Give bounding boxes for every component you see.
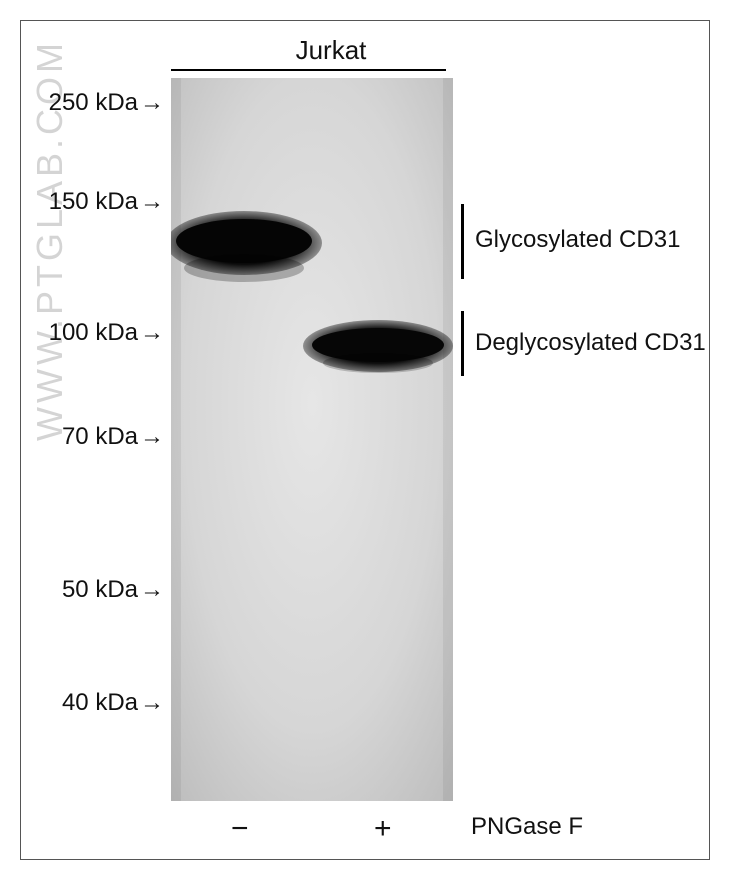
- figure-frame: WWW.PTGLAB.COM Jurkat: [20, 20, 710, 860]
- arrow-icon: →: [140, 319, 164, 347]
- sample-header-rule: [171, 69, 446, 71]
- arrow-icon: →: [140, 423, 164, 451]
- mw-label-text: 100 kDa: [49, 319, 138, 346]
- mw-marker-50: 50 kDa→: [62, 576, 164, 604]
- band-deglycosylated-cd31: [303, 320, 453, 373]
- mw-marker-250: 250 kDa→: [49, 89, 164, 117]
- arrow-icon: →: [140, 689, 164, 717]
- arrow-icon: →: [140, 576, 164, 604]
- mw-label-text: 150 kDa: [49, 188, 138, 215]
- band-label-deglycosylated: Deglycosylated CD31: [475, 329, 706, 357]
- blot-svg: [171, 78, 453, 801]
- arrow-icon: →: [140, 89, 164, 117]
- mw-label-text: 70 kDa: [62, 423, 138, 450]
- blot-background: [171, 78, 453, 801]
- bracket-deglycosylated: [461, 311, 464, 376]
- mw-marker-70: 70 kDa→: [62, 423, 164, 451]
- western-blot-panel: [171, 78, 453, 801]
- bracket-glycosylated: [461, 204, 464, 279]
- sample-header-label: Jurkat: [216, 35, 446, 66]
- lane-marker-plus: +: [374, 812, 392, 846]
- band-label-glycosylated: Glycosylated CD31: [475, 226, 680, 254]
- mw-label-text: 50 kDa: [62, 576, 138, 603]
- mw-label-text: 250 kDa: [49, 89, 138, 116]
- mw-label-text: 40 kDa: [62, 689, 138, 716]
- lane-marker-minus: −: [231, 812, 249, 846]
- mw-marker-150: 150 kDa→: [49, 188, 164, 216]
- mw-marker-40: 40 kDa→: [62, 689, 164, 717]
- treatment-label: PNGase F: [471, 813, 583, 841]
- arrow-icon: →: [140, 188, 164, 216]
- blot-edge-right: [443, 78, 453, 801]
- band-glycosylated-cd31: [171, 211, 322, 282]
- blot-edge-left: [171, 78, 181, 801]
- mw-marker-100: 100 kDa→: [49, 319, 164, 347]
